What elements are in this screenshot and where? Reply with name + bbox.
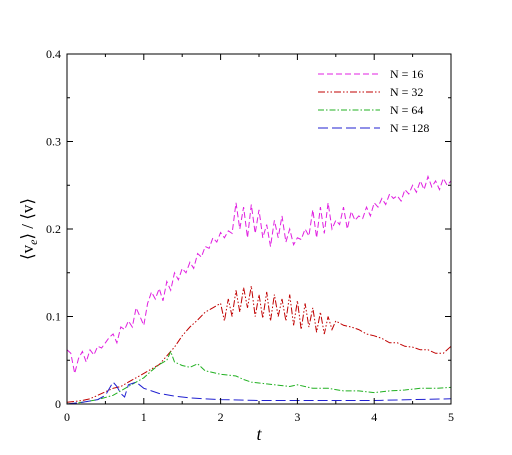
x-axis-ticks: 0 1 2 3 4 5 — [64, 54, 454, 424]
series-line-2 — [66, 285, 452, 403]
y-axis-label-part2: ⟩ / ⟨v⟩ — [18, 198, 37, 240]
x-tick-label: 5 — [448, 410, 454, 424]
y-axis-label: ⟨ve⟩ / ⟨v⟩ — [18, 198, 40, 260]
series-layer — [66, 174, 452, 405]
series-line-1 — [66, 174, 452, 374]
y-axis-label-part1: ⟨v — [18, 244, 37, 260]
series-line-4 — [66, 381, 452, 405]
legend: N = 16 N = 32 N = 64 N = 128 — [318, 67, 429, 135]
y-axis-label-subscript: e — [26, 239, 40, 245]
series-line-3 — [66, 350, 452, 405]
y-tick-label: 0.4 — [46, 47, 61, 61]
legend-label-4: N = 128 — [390, 121, 429, 135]
x-tick-label: 1 — [141, 410, 147, 424]
x-tick-label: 3 — [294, 410, 300, 424]
x-axis-label: t — [256, 424, 262, 444]
legend-label-3: N = 64 — [390, 103, 423, 117]
legend-label-1: N = 16 — [390, 67, 423, 81]
y-tick-label: 0.3 — [46, 135, 61, 149]
y-tick-label: 0 — [55, 397, 61, 411]
legend-label-2: N = 32 — [390, 85, 423, 99]
x-tick-label: 2 — [218, 410, 224, 424]
y-axis-ticks: 0 0.1 0.2 0.3 0.4 — [46, 47, 451, 411]
plot-area — [66, 53, 452, 405]
y-tick-label: 0.1 — [46, 310, 61, 324]
y-tick-label: 0.2 — [46, 222, 61, 236]
x-tick-label: 0 — [64, 410, 70, 424]
x-tick-label: 4 — [371, 410, 377, 424]
